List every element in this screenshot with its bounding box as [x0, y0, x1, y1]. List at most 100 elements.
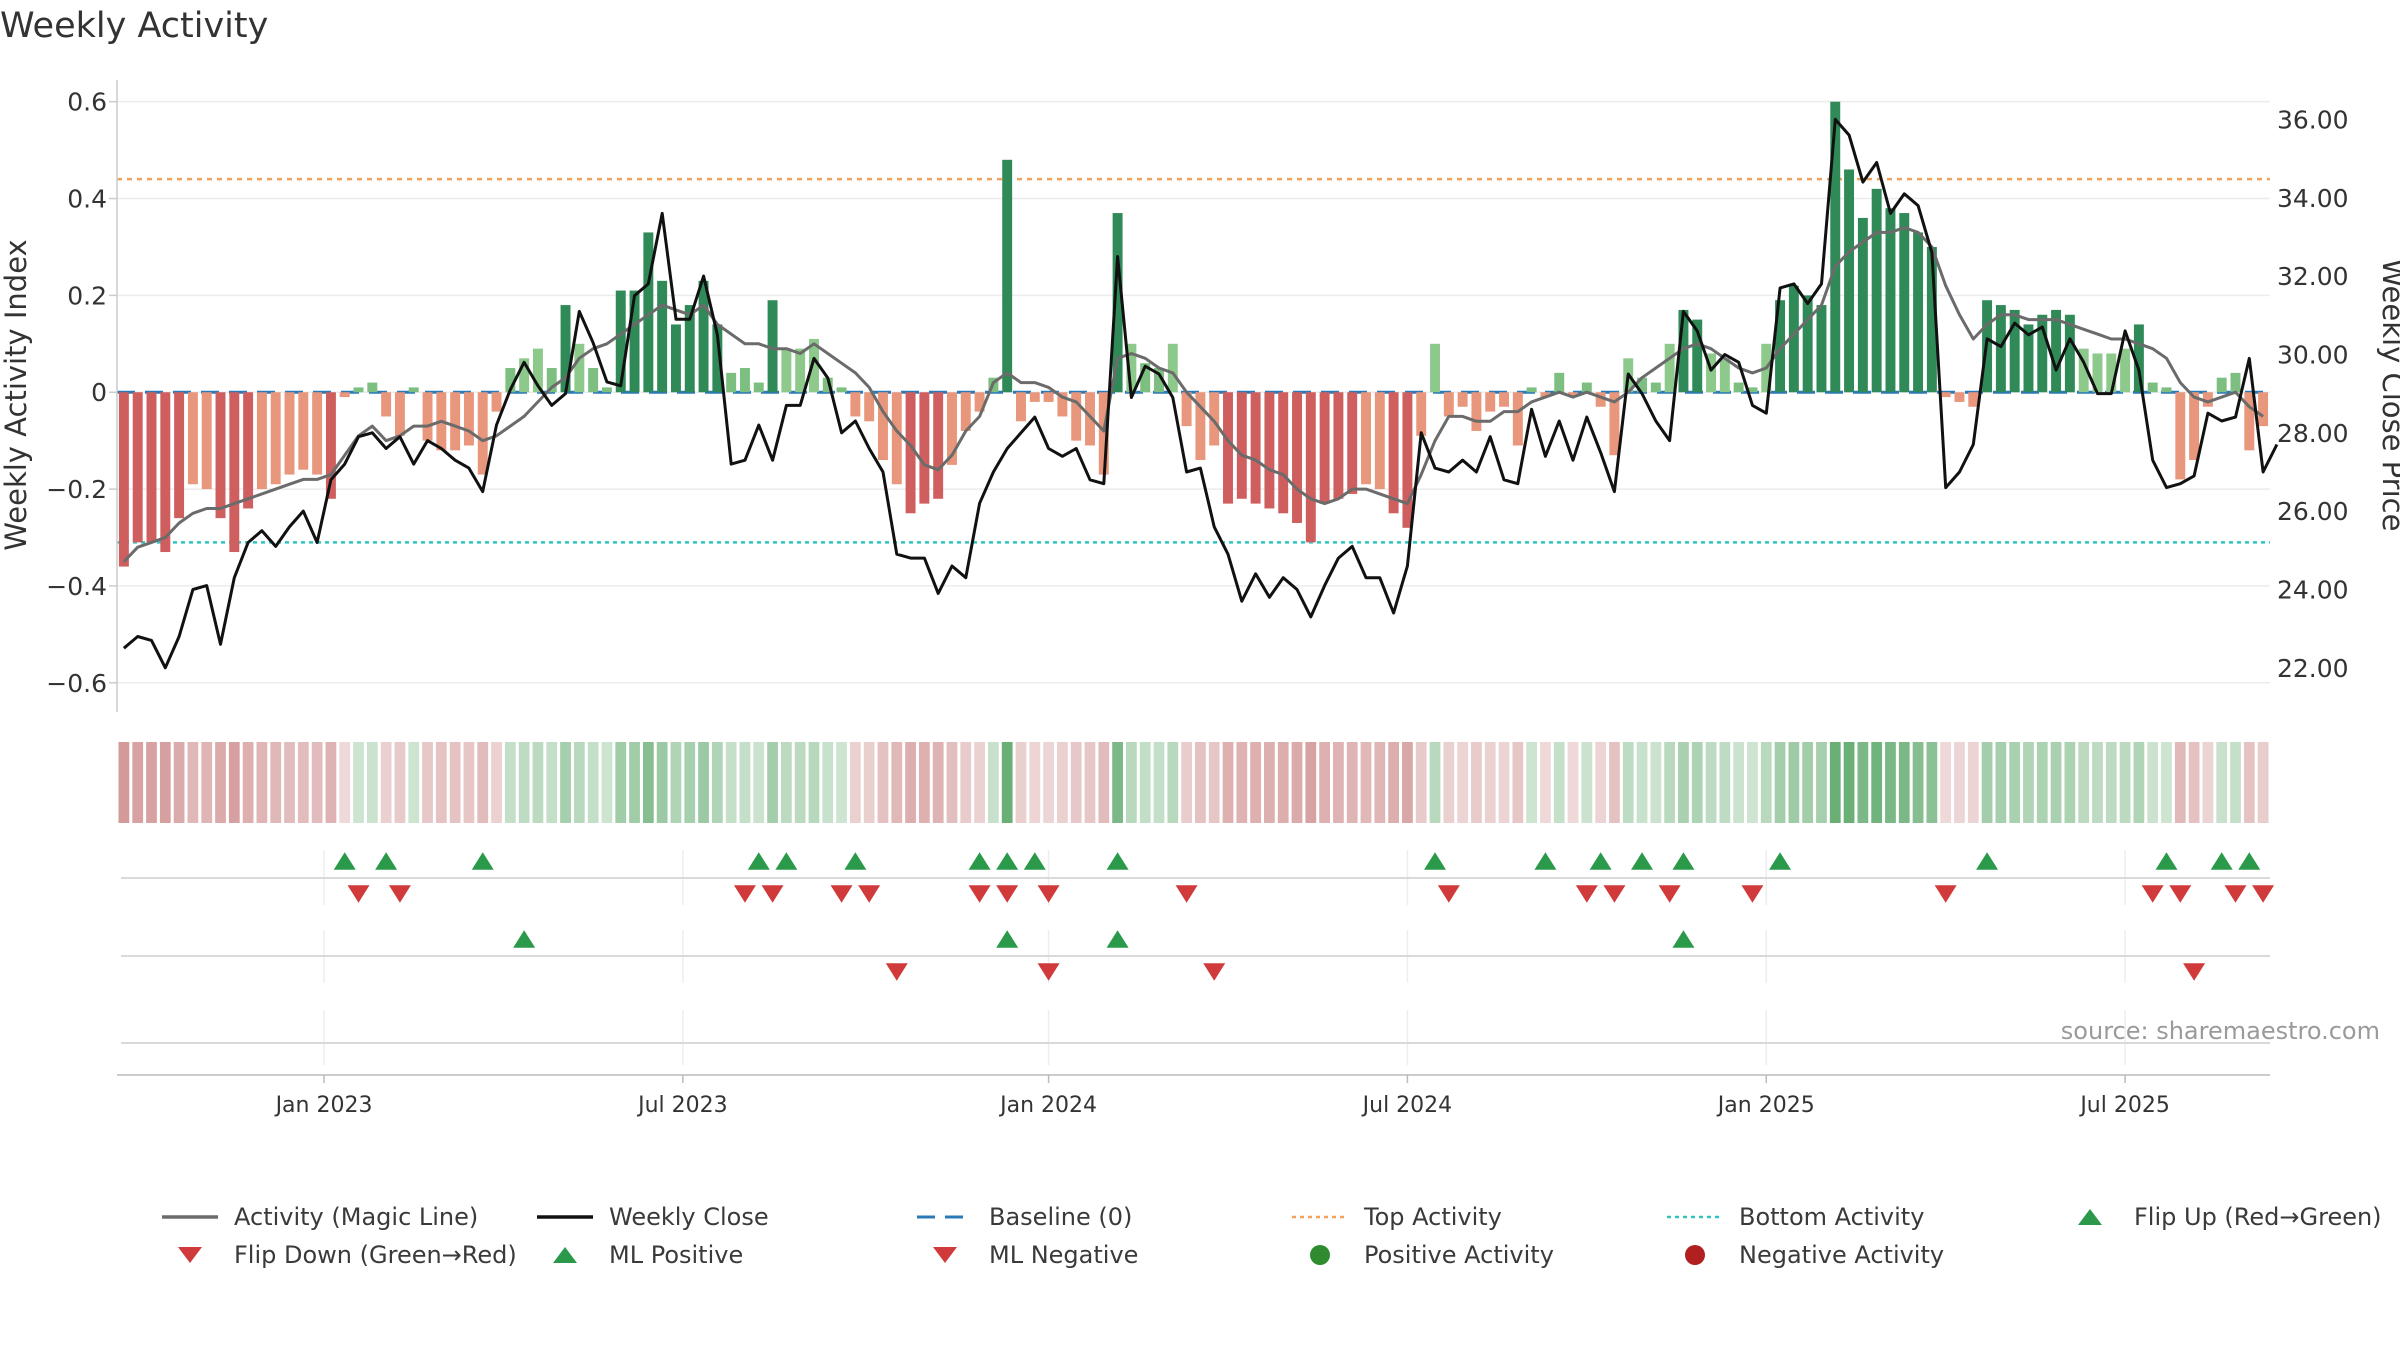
heat-cell: [256, 742, 268, 823]
reference-lines: [117, 177, 2270, 544]
heat-cell: [974, 742, 985, 823]
y-tick-label: −0.2: [46, 475, 107, 504]
heat-cell: [1098, 742, 1110, 823]
activity-bar: [1733, 382, 1744, 393]
heat-cell: [449, 742, 461, 823]
flip-down-marker: [1934, 885, 1957, 903]
activity-bar: [1899, 213, 1910, 393]
flip-markers: [121, 850, 2275, 1065]
activity-bar: [2106, 353, 2117, 393]
heat-cell: [1567, 742, 1579, 823]
heat-cell: [2023, 742, 2034, 823]
activity-bar: [960, 392, 971, 431]
flip-down-marker: [1037, 963, 1060, 981]
heat-cell: [2216, 742, 2228, 823]
heat-cell: [353, 742, 364, 823]
legend-label: Positive Activity: [1364, 1241, 1554, 1269]
activity-bar: [1692, 319, 1703, 393]
activity-bar: [1126, 343, 1137, 393]
heat-cell: [1816, 742, 1827, 823]
activity-bar: [270, 392, 281, 485]
activity-bar: [1264, 392, 1275, 509]
activity-bar: [864, 392, 875, 422]
flip-up-marker: [1976, 852, 1999, 870]
heat-cell: [1540, 742, 1551, 823]
activity-bar: [974, 392, 985, 412]
activity-bar: [615, 290, 626, 393]
activity-bar: [588, 368, 599, 393]
activity-bar: [1071, 392, 1082, 441]
activity-bar: [2009, 309, 2020, 393]
heat-cell: [2078, 742, 2090, 823]
flip-down-marker: [1741, 885, 1764, 903]
heat-cell: [380, 742, 392, 823]
heat-cell: [1636, 742, 1648, 823]
heat-cell: [1195, 742, 1206, 823]
y-tick-label: −0.6: [46, 669, 107, 698]
activity-bar: [574, 343, 585, 393]
heat-cell: [1015, 742, 1027, 823]
y-tick-label: −0.4: [46, 572, 107, 601]
flip-down-marker: [968, 885, 991, 903]
activity-bar: [1278, 392, 1289, 514]
y2-axis-label: Weekly Close Price: [2376, 259, 2400, 532]
activity-bar: [1333, 392, 1344, 499]
heat-cell: [905, 742, 916, 823]
activity-bar: [2092, 353, 2103, 393]
activity-bar: [2258, 392, 2269, 427]
heat-cell: [1167, 742, 1179, 823]
heat-cell: [573, 742, 585, 823]
flip-up-marker: [1424, 852, 1447, 870]
activity-bar: [767, 300, 778, 393]
legend-item: Flip Up (Red→Green): [2060, 1200, 2382, 1234]
activity-bar: [1913, 232, 1924, 393]
activity-bar: [1581, 382, 1592, 393]
activity-bar: [146, 392, 157, 543]
flip-down-marker: [1658, 885, 1681, 903]
heat-cell: [2036, 742, 2048, 823]
legend-symbol: [933, 1247, 957, 1263]
activity-bar: [2189, 392, 2200, 461]
flip-up-marker: [471, 852, 494, 870]
heat-cell: [463, 742, 475, 823]
activity-bar: [284, 392, 295, 475]
legend-item: Flip Down (Green→Red): [160, 1238, 517, 1272]
flip-down-marker: [1037, 885, 1060, 903]
heat-cell: [1788, 742, 1800, 823]
heat-cell: [2161, 742, 2172, 823]
heat-cell: [1402, 742, 1413, 823]
activity-bar: [118, 392, 129, 567]
heat-cell: [767, 742, 778, 823]
heat-cell: [187, 742, 199, 823]
y2-tick-label: 24.00: [2277, 575, 2349, 604]
heat-cell: [1222, 742, 1234, 823]
heat-cell: [1526, 742, 1538, 823]
heat-cell: [1705, 742, 1717, 823]
heat-cell: [1622, 742, 1634, 823]
heat-cell: [1498, 742, 1510, 823]
legend-symbol: [1292, 1215, 1348, 1219]
heat-cell: [2050, 742, 2062, 823]
flip-up-marker: [747, 852, 770, 870]
heat-cell: [1802, 742, 1814, 823]
activity-bar: [1305, 392, 1316, 543]
legend-label: Negative Activity: [1739, 1241, 1945, 1269]
activity-bar: [753, 382, 764, 393]
heat-cell: [1457, 742, 1469, 823]
heat-cell: [711, 742, 723, 823]
heat-cell: [615, 742, 627, 823]
activity-bar: [1885, 208, 1896, 393]
heat-cell: [1664, 742, 1676, 823]
activity-bar: [519, 358, 530, 393]
legend-item: Activity (Magic Line): [160, 1200, 478, 1234]
activity-bar: [1319, 392, 1330, 504]
activity-bar: [560, 305, 571, 393]
heat-cell: [808, 742, 820, 823]
activity-bar: [1154, 368, 1164, 393]
heat-cell: [891, 742, 903, 823]
heat-cell: [560, 742, 571, 823]
heat-cell: [670, 742, 682, 823]
flip-up-marker: [968, 852, 991, 870]
heat-cell: [2105, 742, 2117, 823]
activity-bar: [1595, 392, 1606, 407]
